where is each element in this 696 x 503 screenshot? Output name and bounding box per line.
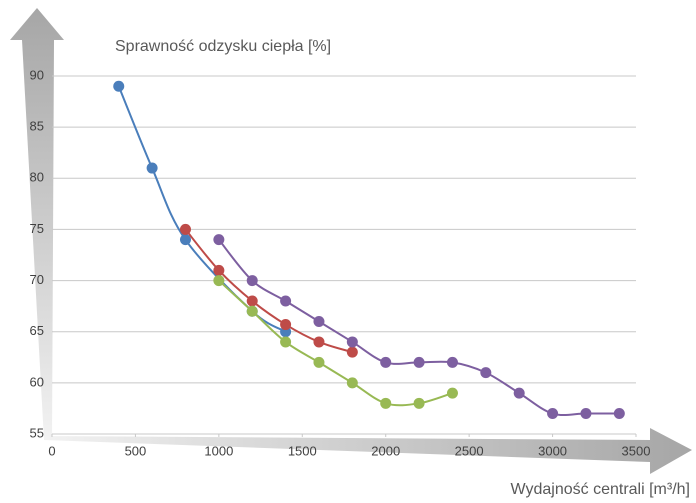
data-point bbox=[413, 397, 425, 409]
x-tick-label: 3000 bbox=[538, 443, 567, 458]
y-tick-label: 85 bbox=[30, 119, 44, 134]
data-point bbox=[246, 305, 258, 317]
x-tick-label: 2500 bbox=[455, 443, 484, 458]
data-point bbox=[280, 295, 292, 307]
data-point bbox=[580, 408, 592, 420]
data-point bbox=[280, 319, 292, 331]
x-axis-title: Wydajność centrali [m³/h] bbox=[511, 481, 690, 498]
data-point bbox=[513, 387, 525, 399]
data-point bbox=[146, 162, 158, 174]
series-line bbox=[184, 228, 353, 354]
data-point bbox=[480, 367, 492, 379]
data-point bbox=[313, 315, 325, 327]
x-tick-label: 1500 bbox=[288, 443, 317, 458]
data-point bbox=[346, 377, 358, 389]
data-point bbox=[179, 223, 191, 235]
series-line bbox=[218, 239, 620, 417]
x-axis-arrow bbox=[44, 428, 692, 474]
y-tick-label: 55 bbox=[30, 425, 44, 440]
data-point bbox=[346, 336, 358, 348]
y-tick-label: 60 bbox=[30, 374, 44, 389]
data-point bbox=[246, 275, 258, 287]
x-tick-label: 1000 bbox=[204, 443, 233, 458]
data-point bbox=[313, 336, 325, 348]
y-tick-label: 70 bbox=[30, 272, 44, 287]
data-point bbox=[213, 234, 225, 246]
data-point bbox=[413, 356, 425, 368]
data-point bbox=[380, 356, 392, 368]
data-point bbox=[213, 264, 225, 276]
data-point bbox=[179, 234, 191, 246]
y-axis-title: Sprawność odzysku ciepła [%] bbox=[115, 38, 331, 55]
data-point bbox=[246, 295, 258, 307]
data-point bbox=[446, 356, 458, 368]
data-point bbox=[113, 80, 125, 92]
y-axis-arrow bbox=[10, 8, 64, 440]
y-tick-label: 80 bbox=[30, 170, 44, 185]
data-point bbox=[313, 356, 325, 368]
x-tick-label: 500 bbox=[125, 443, 147, 458]
x-tick-label: 3500 bbox=[622, 443, 651, 458]
x-tick-label: 2000 bbox=[371, 443, 400, 458]
series-line bbox=[117, 85, 287, 333]
y-tick-label: 90 bbox=[30, 67, 44, 82]
y-tick-label: 65 bbox=[30, 323, 44, 338]
data-point bbox=[280, 336, 292, 348]
data-point bbox=[213, 275, 225, 287]
data-point bbox=[547, 408, 559, 420]
data-point bbox=[446, 387, 458, 399]
data-point bbox=[613, 408, 625, 420]
data-point bbox=[346, 346, 358, 358]
x-tick-label: 0 bbox=[48, 443, 55, 458]
data-point bbox=[380, 397, 392, 409]
y-tick-label: 75 bbox=[30, 221, 44, 236]
